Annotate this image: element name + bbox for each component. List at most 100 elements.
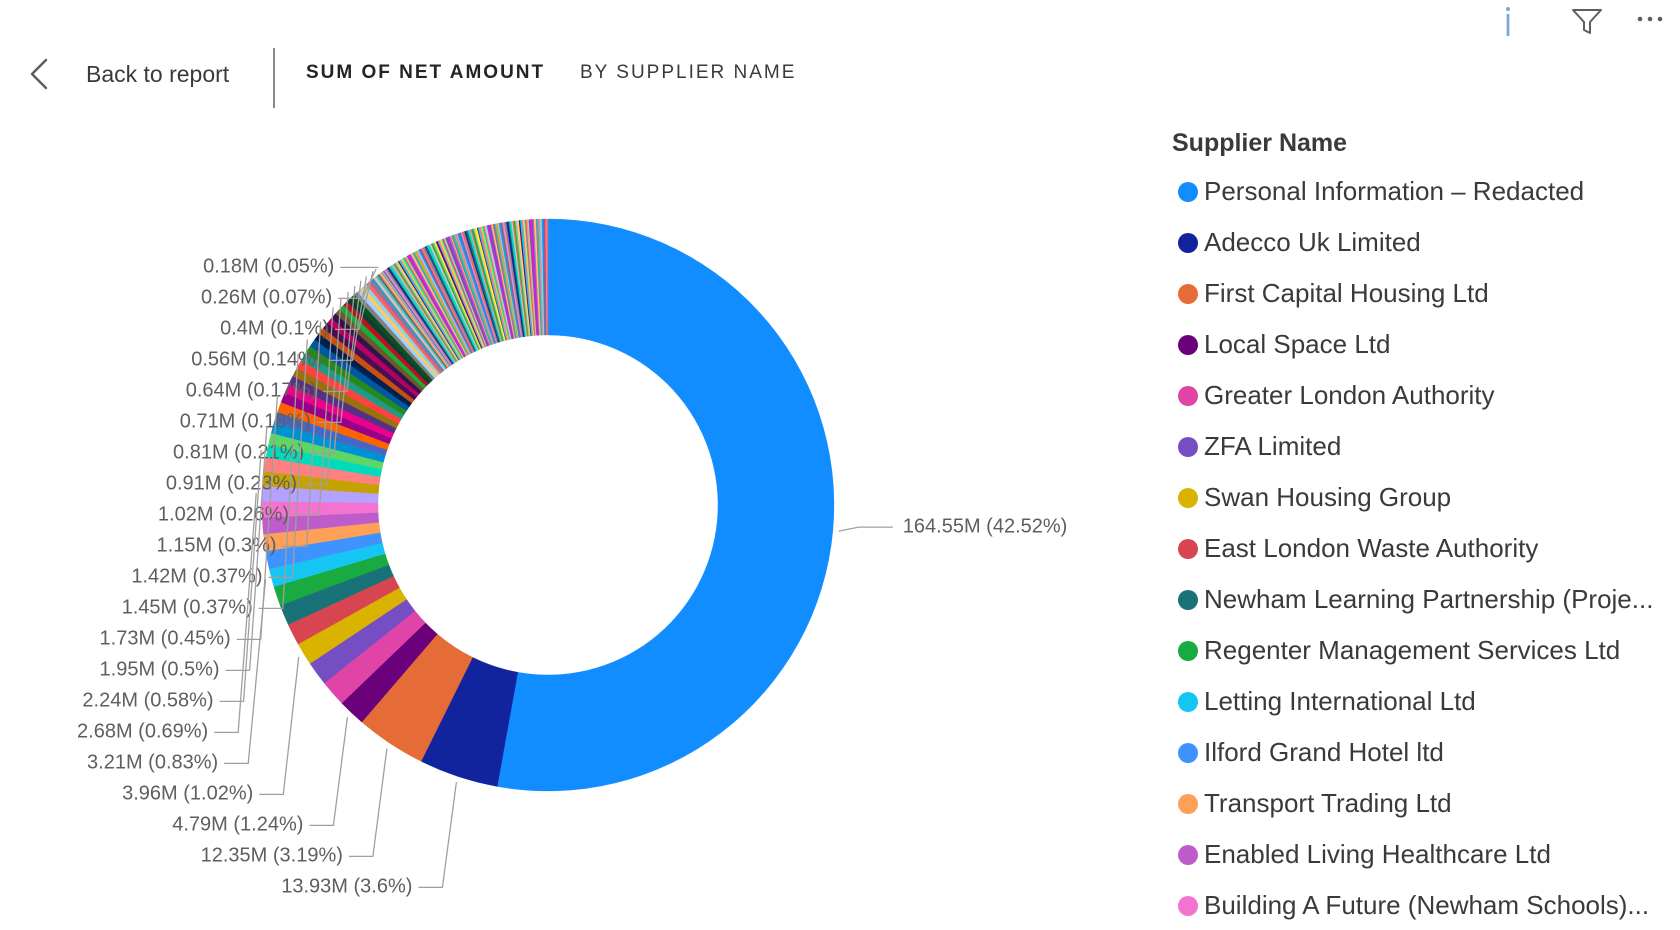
leader-line [225, 425, 268, 672]
legend-dot [1178, 742, 1198, 763]
filter-icon[interactable] [1570, 6, 1604, 36]
legend-dot [1178, 181, 1198, 202]
legend-items: Personal Information – Redacted Adecco Uk… [1172, 166, 1672, 930]
legend-label: Greater London Authority [1204, 380, 1495, 410]
legend-label: Swan Housing Group [1204, 482, 1452, 512]
legend-label: First Capital Housing Ltd [1204, 278, 1489, 308]
legend-item[interactable]: Newham Learning Partnership (Proje... [1172, 574, 1672, 625]
leader-line [348, 748, 388, 858]
data-label: 1.73M (0.45%) [100, 628, 231, 650]
leader-line [258, 353, 299, 610]
more-options-icon[interactable] [1630, 4, 1670, 34]
legend-item[interactable]: Swan Housing Group [1172, 472, 1672, 523]
info-icon[interactable] [1502, 4, 1514, 40]
legend-dot [1178, 793, 1198, 814]
visual-subtitle: BY SUPPLIER NAME [580, 62, 797, 83]
leader-line [219, 449, 262, 703]
legend-dot [1178, 283, 1198, 304]
legend-label: ZFA Limited [1204, 431, 1342, 461]
legend-dot [1178, 334, 1198, 355]
data-label: 0.64M (0.17%) [186, 380, 317, 402]
slices-layer [261, 218, 835, 792]
leader-line [310, 291, 349, 455]
legend-item[interactable]: ZFA Limited [1172, 421, 1672, 472]
labels-layer: 0.18M (0.05%) 0.26M (0.07%) 0.4M (0.1%) 0.5… [77, 256, 1067, 898]
data-label: 3.96M (1.02%) [122, 783, 253, 805]
leader-line [322, 280, 362, 393]
legend-dot [1178, 691, 1198, 712]
donut-slice[interactable] [546, 218, 549, 336]
leader-line [282, 321, 322, 548]
donut-slice[interactable] [496, 218, 835, 792]
legend: Supplier Name Personal Information – Red… [1172, 124, 1672, 930]
legend-dot [1178, 844, 1198, 865]
chevron-left-icon [30, 58, 48, 90]
legend-label: Personal Information – Redacted [1204, 176, 1585, 206]
legend-item[interactable]: First Capital Housing Ltd [1172, 268, 1672, 319]
legend-label: Local Space Ltd [1204, 329, 1391, 359]
leader-line [295, 307, 334, 517]
legend-label: East London Waste Authority [1204, 533, 1539, 563]
legend-label: Regenter Management Services Ltd [1204, 635, 1621, 665]
data-label: 0.26M (0.07%) [201, 287, 332, 309]
data-label: 2.24M (0.58%) [82, 690, 213, 712]
donut-chart[interactable]: 0.18M (0.05%) 0.26M (0.07%) 0.4M (0.1%) 0.5… [0, 130, 1160, 930]
legend-dot [1178, 895, 1198, 916]
legend-dot [1178, 538, 1198, 559]
data-label: 1.15M (0.3%) [157, 535, 277, 557]
data-label: 1.42M (0.37%) [131, 566, 262, 588]
legend-dot [1178, 232, 1198, 253]
legend-label: Letting International Ltd [1204, 686, 1476, 716]
leader-line [259, 656, 300, 796]
leader-line [224, 579, 267, 765]
data-label: 0.4M (0.1%) [220, 318, 329, 340]
legend-dot [1178, 385, 1198, 406]
back-to-report-button[interactable]: Back to report [28, 54, 229, 94]
data-label: 12.35M (3.19%) [201, 845, 343, 867]
data-label: 164.55M (42.52%) [903, 515, 1068, 537]
data-label: 3.21M (0.83%) [87, 752, 218, 774]
legend-item[interactable]: Letting International Ltd [1172, 676, 1672, 727]
legend-label: Newham Learning Partnership (Proje... [1204, 584, 1654, 614]
data-label: 0.56M (0.14%) [191, 349, 322, 371]
data-label: 2.68M (0.69%) [77, 721, 208, 743]
leader-line [335, 271, 374, 331]
legend-item[interactable]: Transport Trading Ltd [1172, 778, 1672, 829]
header-divider [273, 48, 275, 108]
legend-item[interactable]: Ilford Grand Hotel ltd [1172, 727, 1672, 778]
data-label: 13.93M (3.6%) [281, 876, 412, 898]
legend-label: Enabled Living Healthcare Ltd [1204, 839, 1551, 869]
legend-item[interactable]: Local Space Ltd [1172, 319, 1672, 370]
data-label: 0.71M (0.18%) [180, 411, 311, 433]
back-to-report-label: Back to report [86, 60, 230, 87]
legend-label: Ilford Grand Hotel ltd [1204, 737, 1444, 767]
visual-title: SUM OF NET AMOUNT [306, 62, 546, 83]
legend-item[interactable]: Personal Information – Redacted [1172, 166, 1672, 217]
legend-item[interactable]: Regenter Management Services Ltd [1172, 625, 1672, 676]
data-label: 0.18M (0.05%) [203, 256, 334, 278]
legend-item[interactable]: Greater London Authority [1172, 370, 1672, 421]
data-label: 0.91M (0.23%) [166, 473, 297, 495]
legend-item[interactable]: Building A Future (Newham Schools)... [1172, 880, 1672, 930]
leader-line [268, 339, 308, 579]
legend-dot [1178, 487, 1198, 508]
visual-header-icons [1480, 0, 1680, 44]
legend-item[interactable]: Enabled Living Healthcare Ltd [1172, 829, 1672, 880]
legend-label: Adecco Uk Limited [1204, 227, 1421, 257]
legend-item[interactable]: Adecco Uk Limited [1172, 217, 1672, 268]
data-label: 1.95M (0.5%) [100, 659, 220, 681]
data-label: 4.79M (1.24%) [172, 814, 303, 836]
leader-line [418, 782, 458, 889]
legend-label: Transport Trading Ltd [1204, 788, 1452, 818]
data-label: 1.45M (0.37%) [122, 597, 253, 619]
legend-dot [1178, 436, 1198, 457]
leader-line [838, 526, 893, 532]
focus-mode-header: Back to report SUM OF NET AMOUNT BY SUPP… [0, 44, 1000, 108]
legend-dot [1178, 640, 1198, 661]
leader-line [214, 493, 257, 734]
legend-title: Supplier Name [1172, 129, 1348, 157]
legend-item[interactable]: East London Waste Authority [1172, 523, 1672, 574]
legend-label: Building A Future (Newham Schools)... [1204, 890, 1650, 920]
leader-line [309, 717, 349, 827]
legend-dot [1178, 589, 1198, 610]
